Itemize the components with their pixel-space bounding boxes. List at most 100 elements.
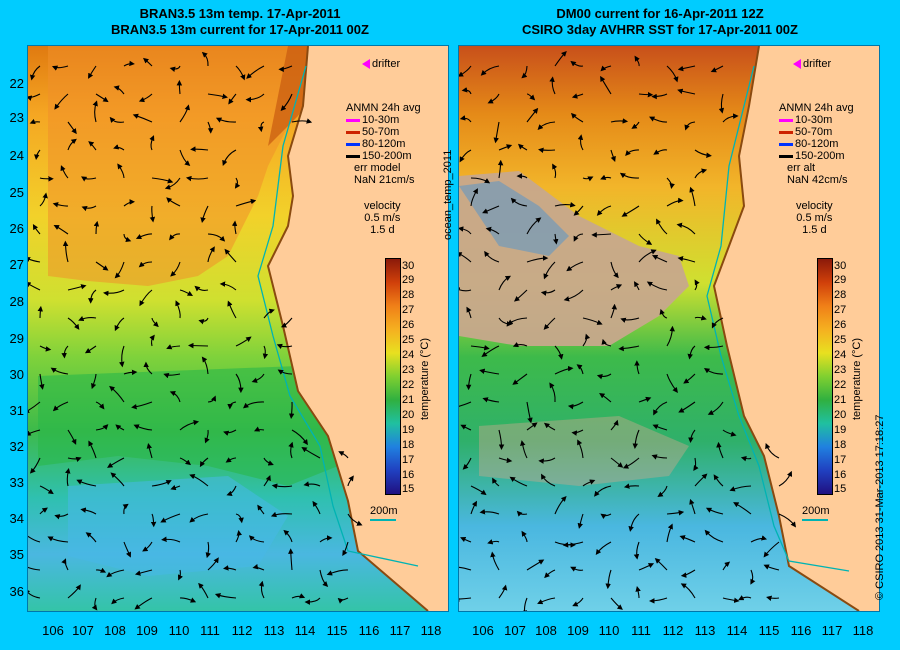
current-vector bbox=[199, 457, 209, 468]
current-vector bbox=[582, 333, 591, 347]
current-vector bbox=[228, 93, 237, 105]
current-vector bbox=[582, 317, 603, 325]
current-vector bbox=[215, 117, 237, 123]
current-vector bbox=[235, 373, 244, 394]
current-vector bbox=[571, 93, 584, 99]
current-vector bbox=[465, 373, 472, 391]
current-vector bbox=[95, 424, 109, 431]
current-vector bbox=[28, 281, 41, 291]
land-mass bbox=[268, 46, 448, 611]
current-vector bbox=[653, 149, 668, 155]
current-vector bbox=[280, 93, 293, 112]
isobath-200m bbox=[257, 65, 419, 567]
current-vector bbox=[470, 177, 491, 184]
legend-swatch-icon bbox=[346, 154, 360, 158]
velocity-label: velocity bbox=[796, 200, 833, 212]
current-vector bbox=[666, 510, 685, 516]
current-vector bbox=[37, 305, 43, 319]
current-vector bbox=[175, 300, 181, 319]
current-vector bbox=[29, 457, 41, 474]
current-vector bbox=[750, 535, 768, 543]
current-vector bbox=[60, 165, 69, 179]
current-vector bbox=[733, 502, 752, 515]
current-vector bbox=[582, 176, 594, 182]
current-vector bbox=[521, 597, 528, 611]
current-vector bbox=[227, 401, 237, 410]
current-vector bbox=[151, 480, 172, 487]
colorbar-tick: 16 bbox=[402, 469, 415, 481]
current-vector bbox=[520, 440, 528, 459]
current-vector bbox=[248, 535, 265, 543]
current-vector bbox=[498, 429, 505, 450]
current-vector bbox=[521, 65, 528, 79]
current-vector bbox=[512, 373, 528, 385]
drifter-label: drifter bbox=[372, 58, 401, 70]
current-vector bbox=[92, 100, 98, 123]
colorbar-tick: 19 bbox=[834, 424, 847, 436]
current-vector bbox=[766, 595, 780, 601]
scale-bar-line bbox=[802, 519, 828, 521]
current-vector bbox=[600, 174, 612, 180]
current-vector bbox=[549, 382, 556, 403]
lon-label: 112 bbox=[231, 623, 253, 638]
current-vector bbox=[573, 233, 584, 242]
current-vector bbox=[149, 135, 155, 151]
lon-label: 111 bbox=[200, 623, 220, 638]
velocity-key-left: velocity 0.5 m/s 1.5 d bbox=[364, 200, 401, 236]
legend-row: 10-30m bbox=[779, 114, 854, 126]
lon-label: 114 bbox=[726, 623, 748, 638]
current-vector bbox=[694, 315, 707, 321]
current-vector bbox=[610, 419, 619, 431]
velocity-value: 0.5 m/s bbox=[796, 212, 833, 224]
current-vector bbox=[95, 93, 109, 103]
current-vector bbox=[707, 401, 724, 415]
current-vector bbox=[179, 597, 197, 603]
current-vector bbox=[188, 342, 209, 349]
current-vector bbox=[653, 401, 668, 416]
current-vector bbox=[29, 118, 41, 125]
current-vector bbox=[123, 233, 132, 243]
current-vector bbox=[291, 429, 308, 446]
current-vector bbox=[291, 118, 313, 124]
current-vector bbox=[39, 345, 52, 352]
current-vector bbox=[28, 401, 41, 414]
current-vector bbox=[50, 367, 69, 375]
current-vector bbox=[460, 424, 472, 431]
current-vector bbox=[634, 360, 640, 375]
current-vector bbox=[620, 317, 640, 323]
current-vector bbox=[570, 566, 584, 572]
left-title-line-2: BRAN3.5 13m current for 17-Apr-2011 00Z bbox=[111, 22, 369, 37]
current-vector bbox=[207, 233, 226, 242]
current-vector bbox=[543, 317, 556, 330]
current-vector bbox=[482, 205, 500, 214]
current-vector bbox=[459, 287, 472, 293]
current-vector bbox=[498, 457, 513, 464]
velocity-arrows bbox=[28, 51, 363, 611]
current-vector bbox=[594, 485, 612, 497]
current-vector bbox=[595, 541, 612, 555]
colorbar-tick: 27 bbox=[402, 304, 415, 316]
current-vector bbox=[610, 261, 619, 279]
current-vector bbox=[190, 146, 209, 152]
current-vector bbox=[283, 529, 293, 543]
current-vector bbox=[258, 580, 265, 599]
current-vector bbox=[151, 317, 159, 328]
current-vector bbox=[95, 401, 105, 410]
isobath-200m bbox=[706, 65, 850, 572]
current-vector bbox=[537, 597, 556, 605]
current-vector bbox=[278, 65, 293, 73]
current-vector bbox=[481, 345, 500, 357]
current-vector bbox=[201, 356, 209, 375]
current-vector bbox=[492, 477, 500, 487]
lon-label: 117 bbox=[821, 623, 843, 638]
current-vector bbox=[76, 479, 97, 487]
current-vector bbox=[222, 149, 237, 166]
colorbar-tick: 22 bbox=[834, 379, 847, 391]
current-vector bbox=[207, 246, 215, 263]
current-vector bbox=[683, 373, 696, 384]
current-vector bbox=[270, 511, 293, 518]
current-vector bbox=[482, 397, 500, 403]
current-vector bbox=[93, 220, 100, 235]
current-vector bbox=[666, 197, 684, 207]
current-vector bbox=[677, 88, 696, 95]
